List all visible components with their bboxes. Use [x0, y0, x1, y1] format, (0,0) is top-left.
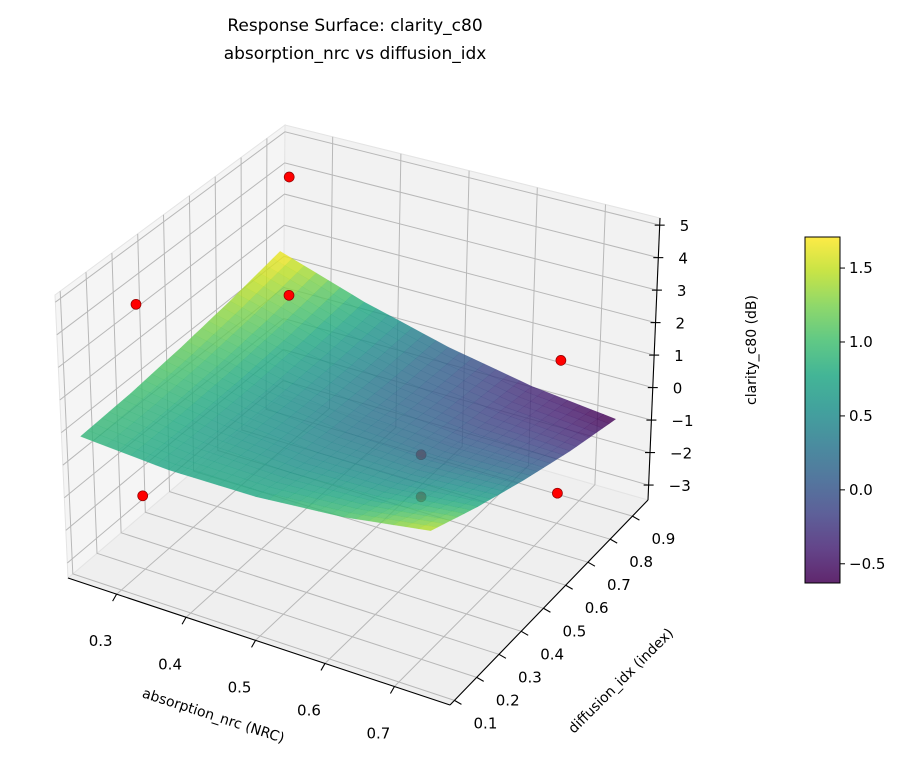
x-tick [181, 616, 187, 625]
y-tick [609, 538, 618, 544]
x-tick [251, 640, 257, 648]
colorbar-tick-label: 1.0 [849, 333, 873, 351]
data-point [555, 355, 567, 366]
y-tick [454, 699, 462, 705]
y-tick-label: 0.6 [585, 599, 609, 617]
y-tick [632, 515, 640, 521]
x-tick-label: 0.4 [158, 655, 182, 673]
data-point [283, 289, 295, 301]
data-point [552, 487, 563, 499]
y-tick-label: 0.7 [607, 576, 631, 594]
surface-patch [417, 525, 439, 531]
y-axis-label: diffusion_idx (index) [565, 625, 676, 736]
x-tick [112, 593, 118, 602]
colorbar: −0.5 0.0 0.5 1.0 1.5 [804, 236, 885, 584]
y-tick-label: 0.3 [518, 668, 542, 686]
y-gridline [85, 272, 477, 678]
y-gridline [163, 214, 544, 609]
z-gridline [55, 131, 660, 303]
data-point [283, 171, 295, 183]
chart-title: Response Surface: clarity_c80 [227, 16, 482, 36]
x-tick-label: 0.6 [297, 701, 321, 719]
y-tick-label: 0.5 [563, 622, 587, 640]
y-tick-label: 0.2 [496, 691, 520, 709]
z-gridline [59, 224, 656, 401]
colorbar-tick-label: −0.5 [849, 555, 885, 573]
y-tick [543, 607, 551, 613]
colorbar-tick-label: 1.5 [849, 259, 873, 277]
z-gridline [56, 162, 659, 336]
scatter-points-front [130, 171, 567, 366]
data-point [137, 490, 149, 502]
data-point [130, 298, 142, 310]
y-gridline [111, 252, 500, 655]
y-tick-label: 0.8 [629, 553, 653, 571]
z-tick-label: 0 [673, 380, 683, 398]
x-axis-label: absorption_nrc (NRC) [140, 686, 286, 747]
colorbar-tick-label: 0.5 [849, 407, 873, 425]
x-tick-label: 0.3 [89, 632, 113, 650]
z-tick-label: 1 [674, 347, 684, 365]
y-gridline [137, 233, 522, 632]
z-tick-label: 4 [678, 250, 688, 268]
y-tick [587, 561, 596, 567]
y-tick-label: 0.4 [540, 645, 564, 663]
z-gridline [57, 193, 658, 368]
z-tick-label: −1 [671, 412, 693, 430]
chart-subtitle: absorption_nrc vs diffusion_idx [224, 44, 487, 64]
y-axis-line [449, 499, 649, 706]
response-surface [80, 251, 617, 531]
z-tick-label: 3 [677, 282, 687, 300]
z-tick-label: −3 [669, 477, 691, 495]
x-tick [389, 686, 395, 694]
x-gridline [394, 204, 606, 687]
x-tick [320, 663, 326, 671]
colorbar-gradient [804, 236, 841, 584]
colorbar-tick-label: 0.0 [849, 481, 873, 499]
x-axis-line [67, 577, 451, 706]
x-tick-label: 0.5 [228, 678, 252, 696]
z-axis-label: clarity_c80 (dB) [744, 295, 760, 405]
y-tick [520, 630, 529, 636]
y-tick [498, 653, 507, 659]
y-tick-label: 0.9 [651, 530, 675, 548]
axes: 0.3 0.4 0.5 0.6 0.7 0.1 0.2 0.3 0.4 0.5 0.6 0.7 0.8 0… [67, 217, 694, 743]
z-tick-label: 5 [680, 217, 690, 235]
z-tick-label: 2 [676, 315, 686, 333]
x-tick-label: 0.7 [367, 725, 391, 743]
y-tick-label: 0.1 [474, 714, 498, 732]
y-tick [476, 676, 484, 682]
y-tick [565, 584, 573, 590]
z-tick-label: −2 [670, 445, 692, 463]
y-gridline [59, 291, 455, 701]
